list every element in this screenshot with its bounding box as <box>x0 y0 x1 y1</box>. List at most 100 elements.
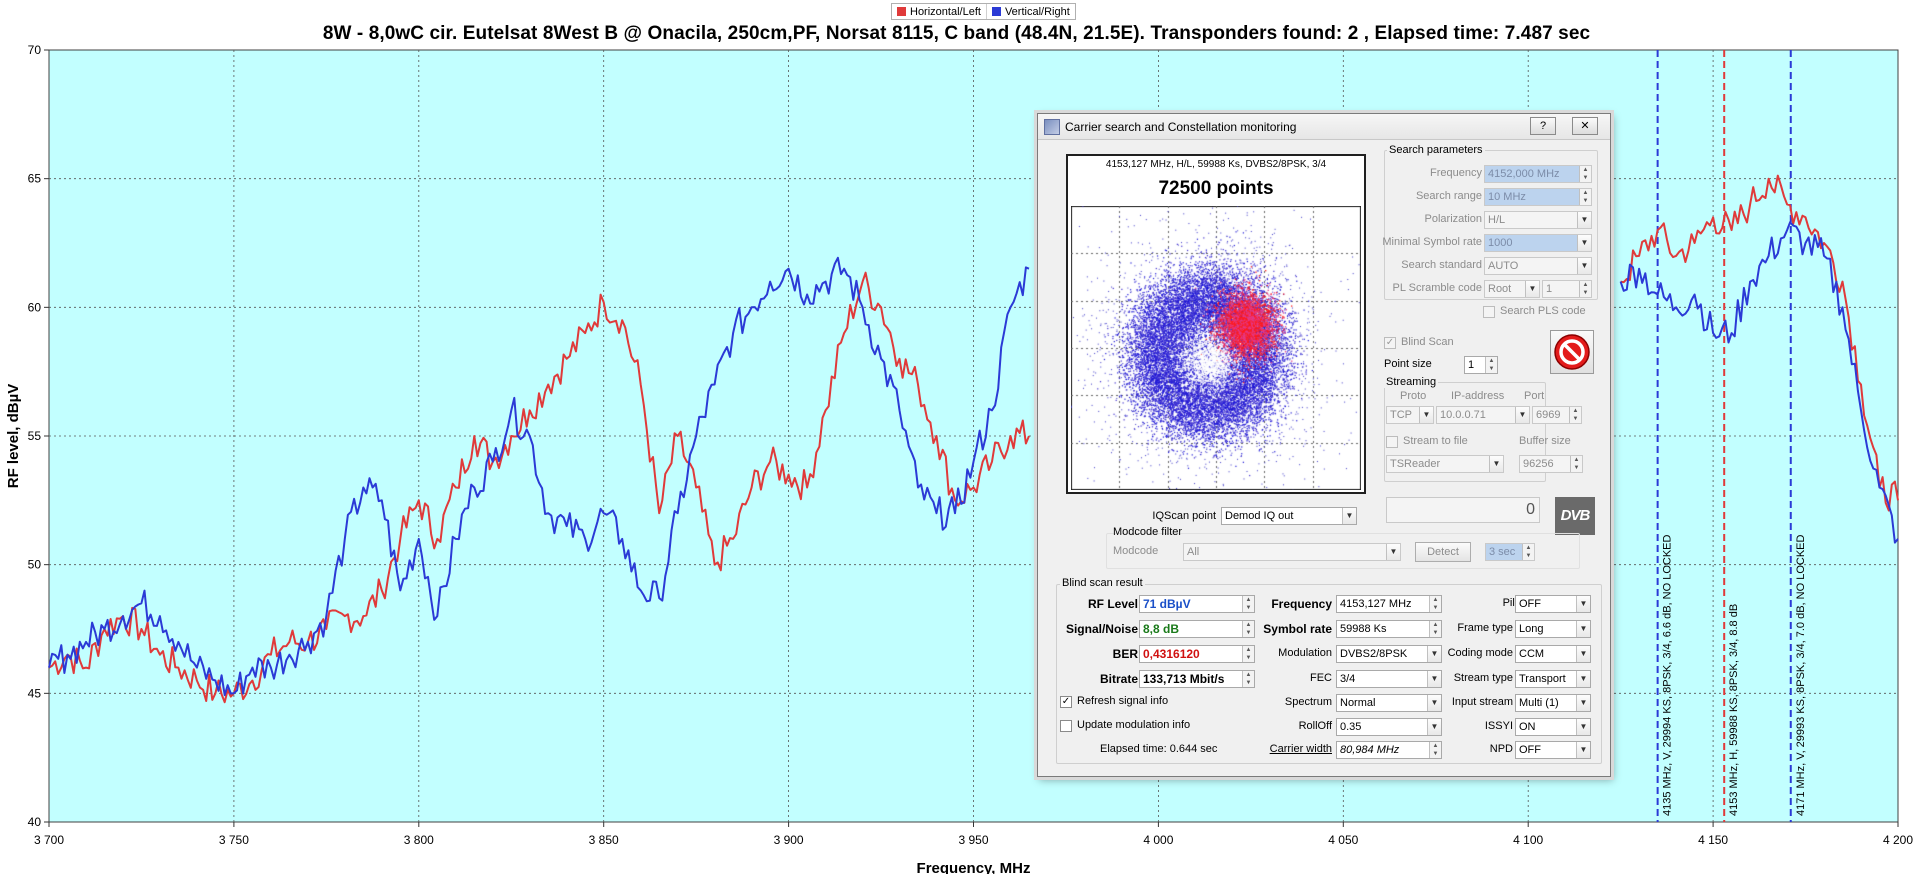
help-button[interactable]: ? <box>1530 117 1556 135</box>
chevron-down-icon[interactable]: ▼ <box>1386 544 1400 560</box>
chevron-down-icon[interactable]: ▼ <box>1576 646 1590 662</box>
carrier-width-label[interactable]: Carrier width <box>1269 743 1332 755</box>
spin-arrows-icon[interactable]: ▲ ▼ <box>1579 281 1591 297</box>
carrier-width-field: 80,984 MHz ▲ ▼ <box>1336 741 1442 759</box>
spin-arrows-icon[interactable]: ▲ ▼ <box>1522 544 1534 560</box>
y-tick-label: 40 <box>28 815 42 829</box>
chevron-down-icon[interactable]: ▼ <box>1427 719 1441 735</box>
search-range-input[interactable]: 10 MHz ▲ ▼ <box>1484 188 1592 206</box>
y-axis-ticks: 40 45 50 55 60 65 70 <box>28 43 49 829</box>
modcode-filter-group <box>1106 533 1580 569</box>
series-line-vertical <box>48 256 1030 697</box>
legend-label-vertical: Vertical/Right <box>1004 5 1070 18</box>
close-button[interactable]: ✕ <box>1572 117 1598 135</box>
pl-scramble-mode-select[interactable]: Root ▼ <box>1484 280 1540 298</box>
result-frequency-value: 4153,127 MHz <box>1340 598 1412 610</box>
ip-address-select[interactable]: 10.0.0.71 ▼ <box>1436 406 1530 424</box>
fec-select[interactable]: 3/4 ▼ <box>1336 670 1442 688</box>
spin-arrows-icon[interactable]: ▲ ▼ <box>1242 621 1254 637</box>
stop-icon <box>1554 334 1590 370</box>
modcode-value: All <box>1187 546 1200 558</box>
chevron-down-icon[interactable]: ▼ <box>1577 235 1591 251</box>
chevron-down-icon[interactable]: ▼ <box>1576 596 1590 612</box>
port-input[interactable]: 6969 ▲ ▼ <box>1532 406 1582 424</box>
constellation-panel: 4153,127 MHz, H/L, 59988 Ks, DVBS2/8PSK,… <box>1066 154 1366 494</box>
point-size-input[interactable]: 1 ▲ ▼ <box>1464 356 1498 374</box>
legend-item-vertical[interactable]: Vertical/Right <box>987 4 1075 19</box>
input-stream-select[interactable]: Multi (1) ▼ <box>1515 694 1591 712</box>
chart-series <box>48 174 1899 704</box>
pilot-select[interactable]: OFF ▼ <box>1515 595 1591 613</box>
spin-arrows-icon[interactable]: ▲ ▼ <box>1569 407 1581 423</box>
search-frequency-input[interactable]: 4152,000 MHz ▲ ▼ <box>1484 165 1592 183</box>
update-modulation-label: Update modulation info <box>1077 719 1191 731</box>
chevron-down-icon[interactable]: ▼ <box>1427 646 1441 662</box>
buffer-size-value: 96256 <box>1523 458 1554 470</box>
update-modulation-checkbox[interactable] <box>1060 720 1072 732</box>
spin-arrows-icon[interactable]: ▲ ▼ <box>1242 596 1254 612</box>
search-pls-checkbox[interactable] <box>1483 306 1495 318</box>
spin-arrows-icon[interactable]: ▲ ▼ <box>1570 456 1582 472</box>
chevron-down-icon[interactable]: ▼ <box>1576 671 1590 687</box>
spin-arrows-icon[interactable]: ▲ ▼ <box>1429 742 1441 758</box>
ber-label: BER <box>1112 647 1138 661</box>
chevron-down-icon[interactable]: ▼ <box>1576 621 1590 637</box>
iqscan-select[interactable]: Demod IQ out ▼ <box>1221 507 1357 525</box>
spin-arrows-icon[interactable]: ▲ ▼ <box>1429 596 1441 612</box>
chevron-down-icon[interactable]: ▼ <box>1419 407 1433 423</box>
proto-select[interactable]: TCP ▼ <box>1386 406 1434 424</box>
spin-arrows-icon[interactable]: ▲ ▼ <box>1242 646 1254 662</box>
modulation-select[interactable]: DVBS2/8PSK ▼ <box>1336 645 1442 663</box>
pl-scramble-code-input[interactable]: 1 ▲ ▼ <box>1542 280 1592 298</box>
dialog-titlebar[interactable]: Carrier search and Constellation monitor… <box>1038 114 1610 140</box>
blind-scan-checkbox[interactable]: ✓ <box>1384 337 1396 349</box>
frame-type-select[interactable]: Long ▼ <box>1515 620 1591 638</box>
refresh-signal-checkbox[interactable]: ✓ <box>1060 696 1072 708</box>
rolloff-select[interactable]: 0.35 ▼ <box>1336 718 1442 736</box>
chevron-down-icon[interactable]: ▼ <box>1577 212 1591 228</box>
chevron-down-icon[interactable]: ▼ <box>1576 742 1590 758</box>
chevron-down-icon[interactable]: ▼ <box>1427 695 1441 711</box>
chevron-down-icon[interactable]: ▼ <box>1427 671 1441 687</box>
spectrum-select[interactable]: Normal ▼ <box>1336 694 1442 712</box>
chevron-down-icon[interactable]: ▼ <box>1577 258 1591 274</box>
stream-to-file-checkbox[interactable] <box>1386 436 1398 448</box>
coding-mode-select[interactable]: CCM ▼ <box>1515 645 1591 663</box>
constellation-plot[interactable] <box>1071 206 1361 490</box>
frame-type-value: Long <box>1519 623 1544 635</box>
symbol-rate-label: Symbol rate <box>1263 622 1332 636</box>
detect-button[interactable]: Detect <box>1415 542 1471 562</box>
stop-scan-button[interactable] <box>1550 330 1594 374</box>
spin-arrows-icon[interactable]: ▲ ▼ <box>1242 671 1254 687</box>
stream-type-select[interactable]: Transport ▼ <box>1515 670 1591 688</box>
chevron-down-icon[interactable]: ▼ <box>1489 456 1503 472</box>
chevron-down-icon[interactable]: ▼ <box>1515 407 1529 423</box>
spin-arrows-icon[interactable]: ▲ ▼ <box>1485 357 1497 373</box>
legend-item-horizontal[interactable]: Horizontal/Left <box>892 4 987 19</box>
chevron-down-icon[interactable]: ▼ <box>1342 508 1356 524</box>
spin-arrows-icon[interactable]: ▲ ▼ <box>1429 621 1441 637</box>
ts-reader-select[interactable]: TSReader ▼ <box>1386 455 1504 473</box>
chevron-down-icon[interactable]: ▼ <box>1576 695 1590 711</box>
search-standard-value: AUTO <box>1488 260 1519 272</box>
npd-select[interactable]: OFF ▼ <box>1515 741 1591 759</box>
spin-arrows-icon[interactable]: ▲ ▼ <box>1579 189 1591 205</box>
polarization-select[interactable]: H/L ▼ <box>1484 211 1592 229</box>
search-standard-select[interactable]: AUTO ▼ <box>1484 257 1592 275</box>
iqscan-value: Demod IQ out <box>1225 510 1294 522</box>
buffer-size-input[interactable]: 96256 ▲ ▼ <box>1519 455 1583 473</box>
detect-time-input[interactable]: 3 sec ▲ ▼ <box>1485 543 1535 561</box>
min-symbol-rate-select[interactable]: 1000 ▼ <box>1484 234 1592 252</box>
modulation-label: Modulation <box>1278 647 1332 659</box>
min-symbol-rate-label: Minimal Symbol rate <box>1382 236 1482 248</box>
issyi-select[interactable]: ON ▼ <box>1515 718 1591 736</box>
modcode-select[interactable]: All ▼ <box>1183 543 1401 561</box>
signal-noise-value: 8,8 dB <box>1143 622 1180 636</box>
carrier-search-dialog: Carrier search and Constellation monitor… <box>1037 113 1611 777</box>
chevron-down-icon[interactable]: ▼ <box>1525 281 1539 297</box>
rolloff-value: 0.35 <box>1340 721 1362 733</box>
signal-noise-label: Signal/Noise <box>1065 622 1138 636</box>
chevron-down-icon[interactable]: ▼ <box>1576 719 1590 735</box>
spin-arrows-icon[interactable]: ▲ ▼ <box>1579 166 1591 182</box>
